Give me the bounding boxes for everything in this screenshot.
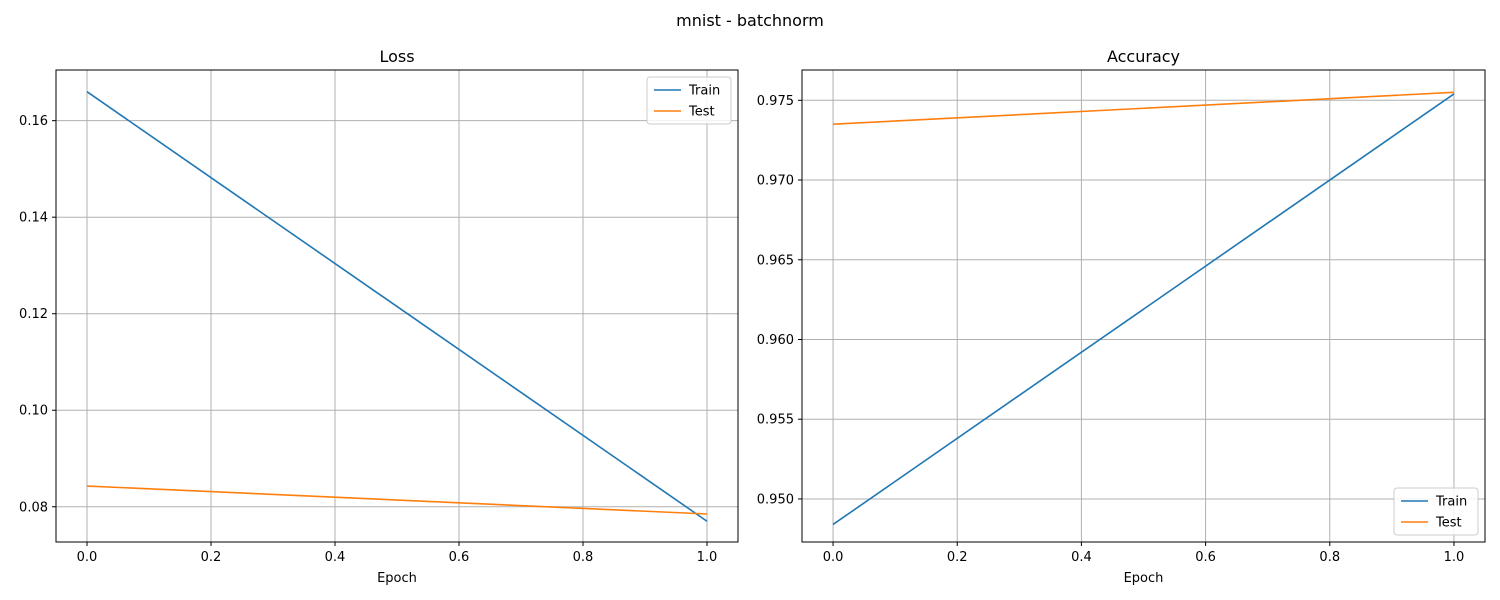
accuracy-x-tick-label-2: 0.4	[1071, 550, 1092, 565]
loss-y-tick-label-0: 0.08	[19, 500, 48, 515]
accuracy-legend-box	[1393, 487, 1479, 536]
accuracy-legend-label-test: Test	[1435, 516, 1462, 531]
accuracy-y-tick-label-2: 0.960	[757, 333, 794, 348]
loss-y-tick-label-1: 0.10	[19, 404, 48, 419]
loss-x-tick-label-0: 0.0	[77, 550, 98, 565]
accuracy-legend-label-train: Train	[1435, 495, 1467, 510]
accuracy-x-tick-label-3: 0.6	[1195, 550, 1216, 565]
accuracy-y-tick-label-4: 0.970	[757, 174, 794, 189]
accuracy-series-test-line	[833, 91, 1454, 126]
accuracy-x-tick-label-5: 1.0	[1444, 550, 1465, 565]
loss-y-tick-label-2: 0.12	[19, 307, 48, 322]
loss-series-test-line	[86, 485, 708, 515]
accuracy-y-tick-label-3: 0.965	[757, 253, 794, 268]
accuracy-title: Accuracy	[1107, 47, 1180, 66]
loss-x-tick-label-1: 0.2	[201, 550, 222, 565]
accuracy-x-axis-label: Epoch	[1124, 571, 1164, 586]
loss-legend-label-test: Test	[688, 105, 715, 120]
accuracy-series-train-line	[832, 93, 1455, 526]
accuracy-x-tick-label-1: 0.2	[947, 550, 968, 565]
accuracy-legend: Train Test	[1393, 487, 1479, 536]
loss-y-tick-label-4: 0.16	[19, 114, 48, 129]
loss-legend-label-train: Train	[688, 84, 720, 99]
loss-axes-frame	[55, 69, 739, 543]
loss-legend: Train Test	[646, 76, 732, 125]
loss-series-train-line	[86, 91, 708, 522]
loss-y-tick-label-3: 0.14	[19, 211, 48, 226]
loss-title: Loss	[379, 47, 414, 66]
accuracy-x-tick-label-0: 0.0	[823, 550, 844, 565]
accuracy-y-tick-label-1: 0.955	[757, 413, 794, 428]
accuracy-y-tick-label-0: 0.950	[757, 492, 794, 507]
loss-x-tick-label-2: 0.4	[325, 550, 346, 565]
accuracy-axes-frame	[801, 69, 1486, 543]
figure-title: mnist - batchnorm	[676, 11, 824, 30]
loss-x-axis-label: Epoch	[377, 571, 417, 586]
accuracy-y-tick-label-5: 0.975	[757, 94, 794, 109]
loss-x-tick-label-5: 1.0	[697, 550, 718, 565]
loss-chart: Loss 0.0 0.2 0.4 0.6 0.8 1.0 0.08 0.10 0.12 0.14 0.…	[19, 47, 739, 586]
accuracy-x-tick-label-4: 0.8	[1319, 550, 1340, 565]
loss-legend-box	[646, 76, 732, 125]
loss-x-tick-label-3: 0.6	[449, 550, 470, 565]
accuracy-chart: Accuracy 0.0 0.2 0.4 0.6 0.8 1.0 0.950 0.955 0.96…	[757, 47, 1486, 586]
loss-x-tick-label-4: 0.8	[573, 550, 594, 565]
